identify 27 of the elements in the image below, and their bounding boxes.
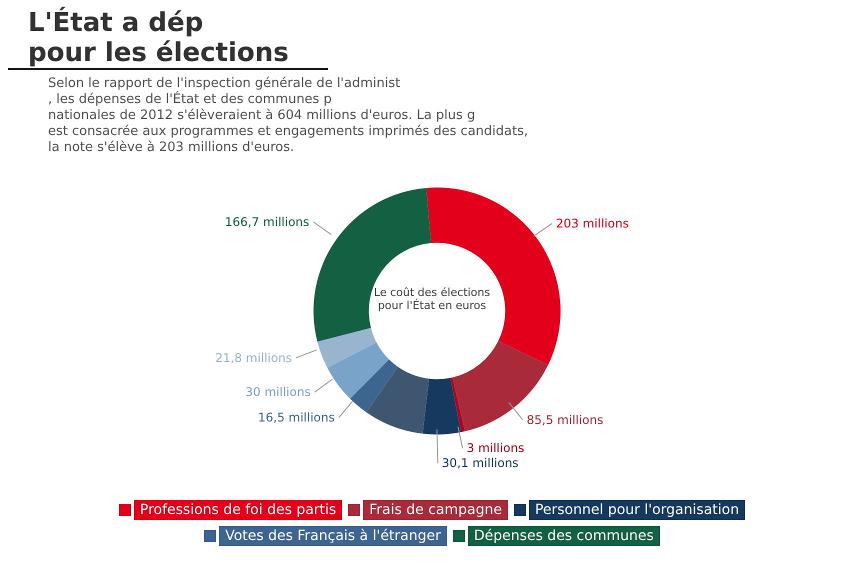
text: Le coût des élections pour l'État en euros [372,286,492,312]
chart-title: L'État a dép [27,8,204,38]
donut-slice [327,342,389,399]
data-label: 203 millions [556,216,629,231]
text: la note s'élève à 203 millions d'euros. [48,140,296,156]
data-label: 85,5 millions [526,412,604,427]
data-label: 16,5 millions [258,410,335,425]
data-label: 30 millions [245,385,311,400]
legend-label: Votes des Français à l'étranger [219,526,447,546]
data-label: 21,8 millions [215,350,292,365]
data-label: 30,1 millions [442,456,519,470]
legend-label: Personnel pour l'organisation [528,500,746,520]
donut-slice [422,378,462,434]
legend-label: Frais de campagne [363,500,508,520]
donut-slice [366,366,430,434]
legend-label: Dépenses des communes [468,526,660,546]
donut-slice [350,359,398,412]
legend-label: Professions de foi des partis [134,500,342,520]
chart-subtitle: pour les élections [8,38,328,70]
text: Selon le rapport de l'inspection générale de l'administ [48,76,402,91]
data-label: 166,7 millions [224,214,310,229]
text: , les dépenses de l'État et des communes p [48,92,333,108]
text: nationales de 2012 s'élèveraient à 604 millions d'euros. La plus g [48,108,476,124]
data-label: 3 millions [466,441,524,456]
donut-slice [450,377,465,432]
text: est consacrée aux programmes et engagements imprimés des candidats, [48,124,529,140]
donut-slice [317,328,376,368]
